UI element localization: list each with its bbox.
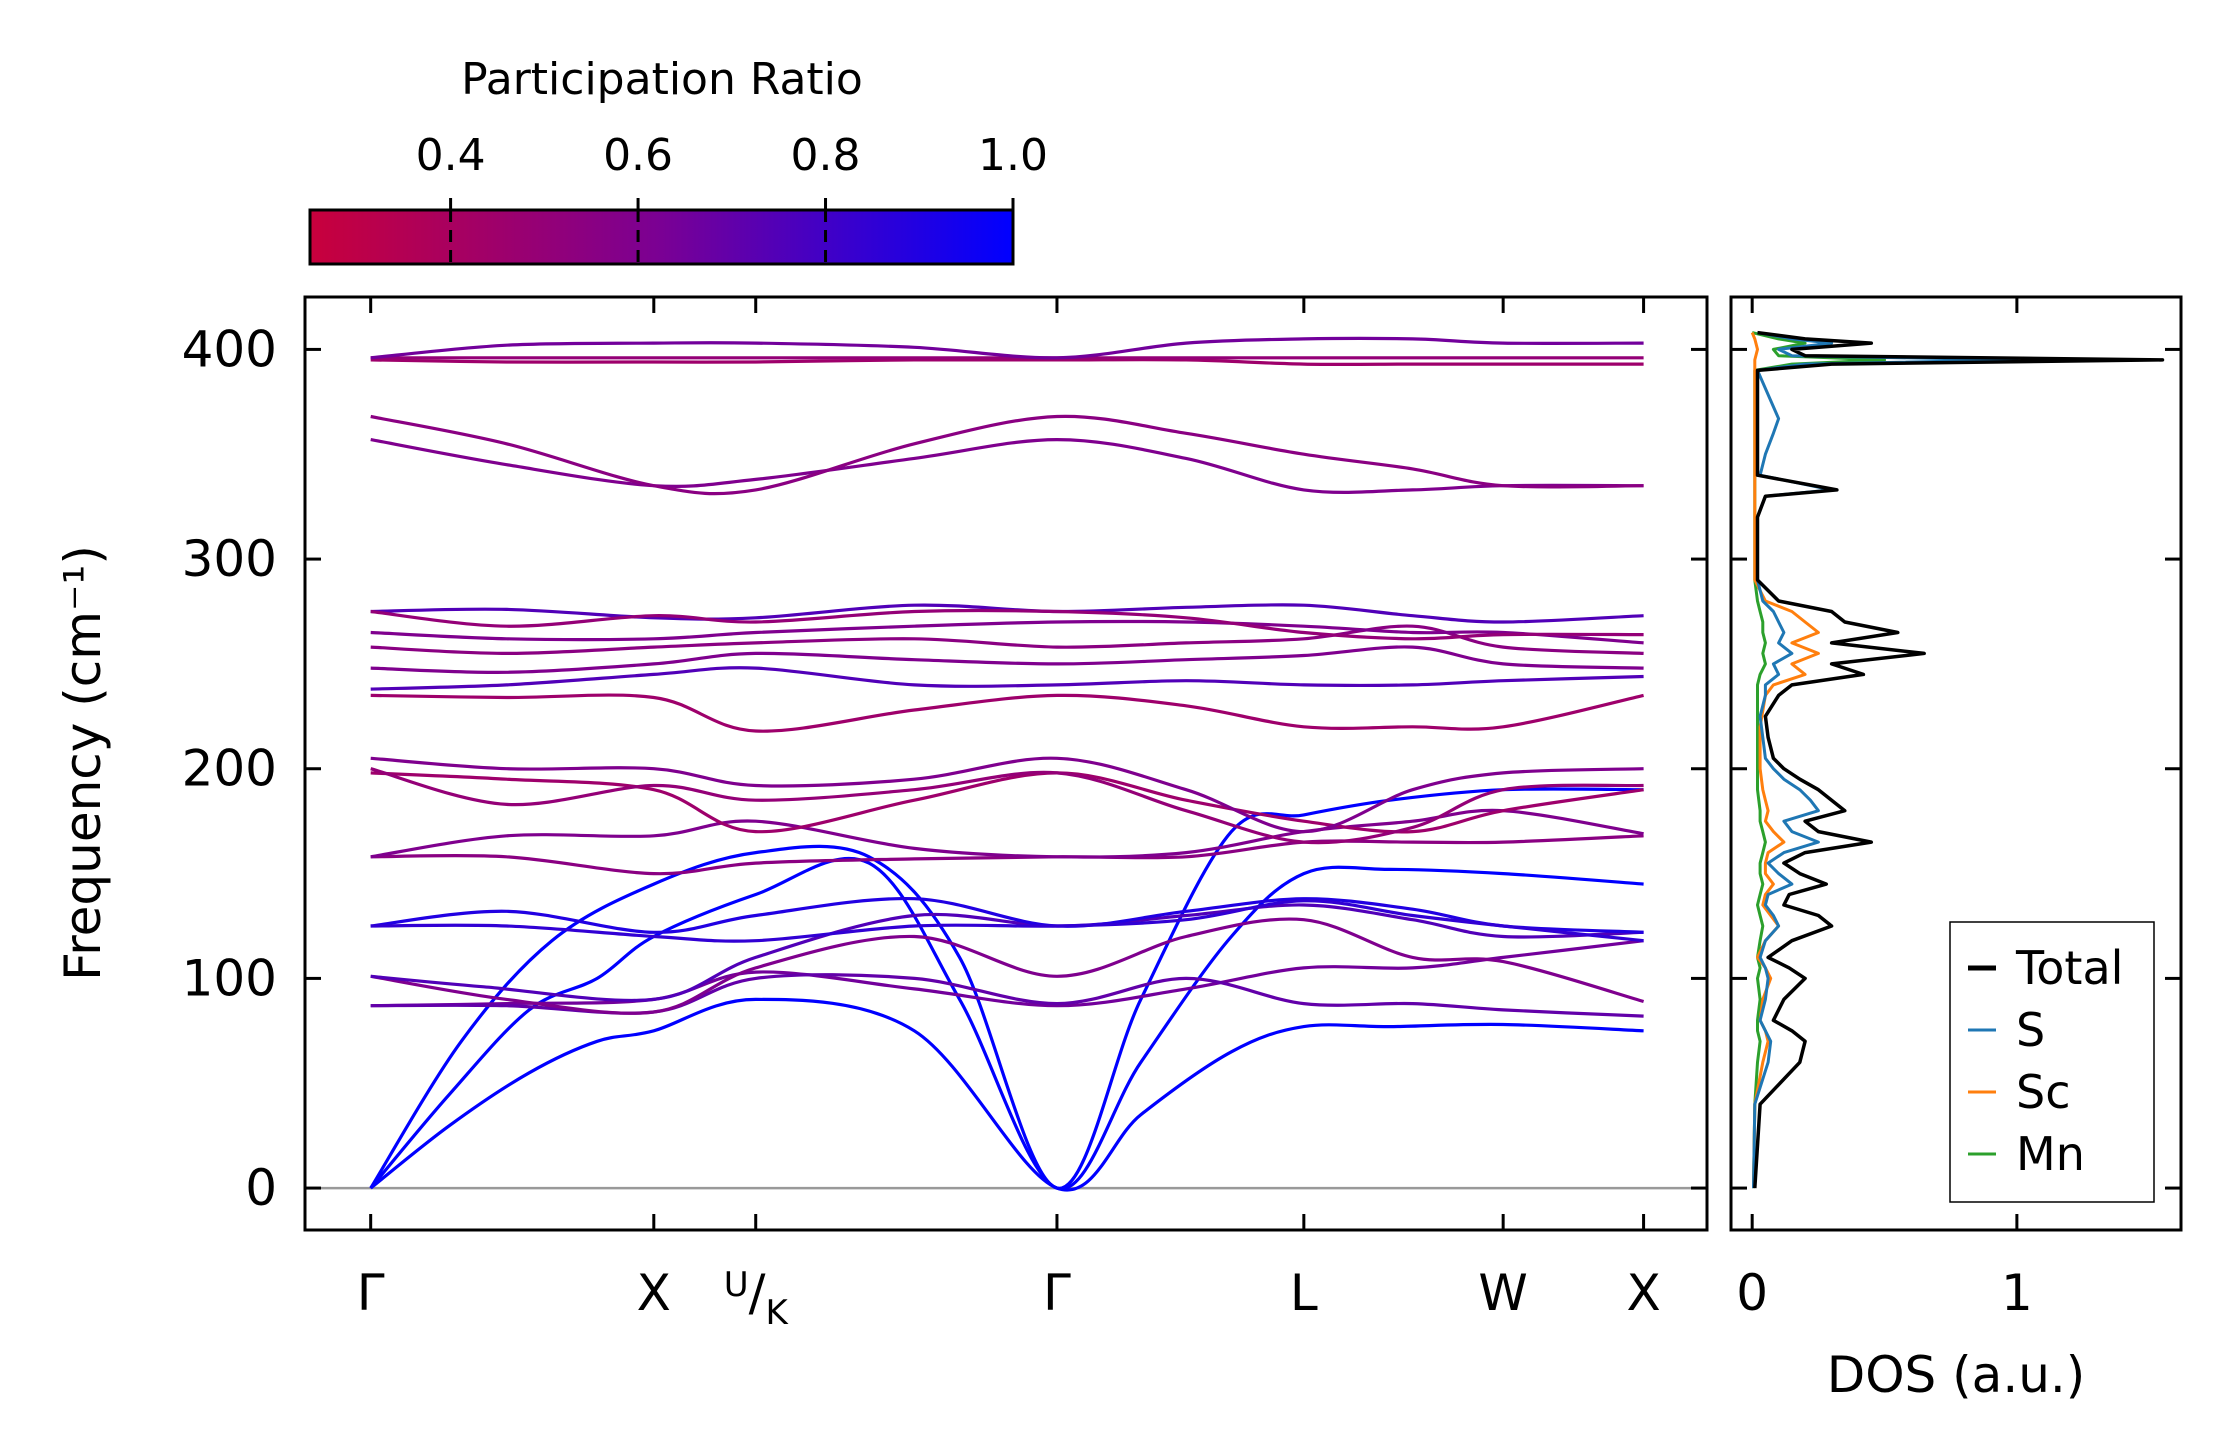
legend-label-total: Total [2015,941,2123,995]
y-tick-label: 100 [182,949,277,1007]
band-structure-panel: 0 100 200 300 400 Γ X U/K Γ L W X Frequency (cm⁻¹) [54,295,1709,1333]
dos-lines [1750,330,2165,1189]
band-opt-235 [370,693,1644,733]
y-tick-label: 300 [182,530,277,588]
band-opt-125b [370,899,1644,943]
band-opt-395a [370,357,1644,367]
band-acoustic-TA1 [369,997,1644,1192]
legend-label-sc: Sc [2016,1065,2071,1119]
dos-line-s [1752,331,2019,1189]
colorbar-tick-label: 1.0 [978,130,1048,181]
y-tick-label: 400 [182,320,277,378]
colorbar-tick-label: 0.4 [416,130,486,181]
band-opt-403 [370,336,1644,360]
band-acoustic-TA2 [369,856,1644,1191]
band-opt-275a [370,603,1644,624]
y-axis-label: Frequency (cm⁻¹) [54,545,112,981]
band-lines [305,336,1707,1192]
band-opt-101a [370,917,1645,1015]
x-tick-label: U/K [724,1264,790,1333]
band-opt-258 [370,624,1644,656]
band-opt-125a [370,896,1644,934]
dos-x-tick-label: 1 [2001,1264,2033,1322]
band-opt-158b [370,808,1644,859]
x-tick-label: W [1478,1264,1527,1322]
legend-label-mn: Mn [2016,1127,2085,1181]
x-tick-label: L [1290,1264,1318,1322]
band-acoustic-LA [369,787,1644,1190]
main-ticks: 0 100 200 300 400 Γ X U/K Γ L W X [182,297,1707,1333]
colorbar-bar [308,208,1015,266]
y-tick-label: 200 [182,740,277,798]
band-opt-205 [370,756,1644,834]
band-opt-240 [370,666,1644,691]
dos-line-total [1753,330,2165,1189]
band-opt-275b [370,608,1644,641]
band-opt-198b [370,767,1644,845]
x-tick-label: Γ [1043,1264,1071,1322]
legend-label-s: S [2016,1003,2045,1057]
colorbar: Participation Ratio 0.4 0.6 0.8 1.0 [308,54,1048,266]
band-opt-335b [370,414,1644,496]
dos-legend: Total S Sc Mn [1949,921,2155,1203]
band-opt-335a [370,437,1644,494]
dos-line-sc [1750,332,1820,1189]
y-tick-label: 0 [245,1159,277,1217]
colorbar-label: Participation Ratio [461,54,863,105]
band-opt-87a [370,939,1644,1008]
dos-x-tick-label: 0 [1736,1264,1768,1322]
colorbar-ticks: 0.4 0.6 0.8 1.0 [416,130,1048,264]
band-opt-265 [370,619,1644,645]
colorbar-tick-label: 0.6 [603,130,673,181]
band-opt-248 [370,645,1644,674]
dos-x-axis-label: DOS (a.u.) [1827,1346,2086,1404]
x-tick-label: X [637,1264,671,1322]
dos-axes-frame [1729,295,2183,1232]
band-opt-198a [370,771,1644,834]
main-axes-frame [303,295,1709,1232]
colorbar-tick-label: 0.8 [791,130,861,181]
x-tick-label: X [1626,1264,1660,1322]
x-tick-label: Γ [357,1264,385,1322]
dos-line-mn [1751,331,1886,1189]
